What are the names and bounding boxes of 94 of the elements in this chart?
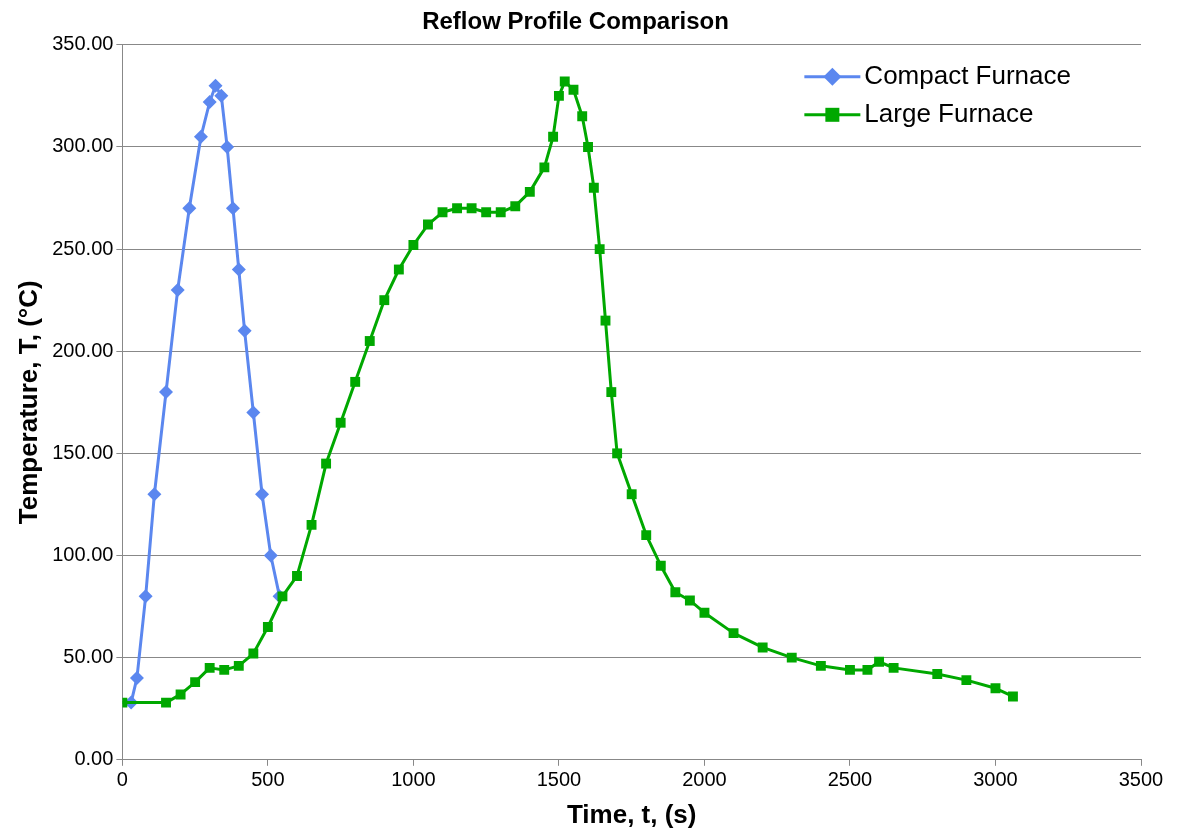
point (888, 662, 899, 673)
y-axis-title: Temperature, T, (°C) (12, 280, 43, 525)
point (190, 677, 201, 688)
point (583, 141, 593, 152)
point (204, 662, 215, 673)
point (175, 689, 186, 700)
point (510, 201, 521, 212)
point (437, 207, 448, 218)
point (862, 664, 873, 675)
chart-title: Reflow Profile Comparison (422, 7, 729, 35)
point (961, 675, 972, 686)
point (193, 129, 208, 144)
y-tick-label: 250.00 (52, 236, 114, 259)
point (393, 264, 404, 275)
point (147, 487, 162, 502)
point (548, 131, 559, 142)
point (845, 664, 855, 675)
point (233, 660, 244, 671)
point (202, 95, 217, 109)
point (277, 591, 288, 602)
point (612, 448, 623, 459)
y-tick-label: 100.00 (52, 543, 114, 566)
y-tick-label: 50.00 (63, 645, 114, 668)
x-tick-label: 3500 (1118, 768, 1164, 791)
point (786, 652, 797, 663)
point (138, 589, 153, 604)
point (219, 664, 230, 675)
x-tick-label: 3000 (973, 768, 1018, 791)
y-tick-label: 0.00 (74, 747, 114, 770)
point (170, 282, 185, 297)
x-tick-label: 0 (116, 768, 128, 791)
point (577, 111, 588, 122)
point (182, 201, 197, 216)
point (481, 207, 492, 218)
legend-label: Compact Furnace (864, 59, 1072, 90)
x-tick-label: 2000 (682, 768, 727, 791)
point (655, 560, 666, 571)
x-tick-label: 2500 (827, 768, 873, 791)
point (641, 530, 652, 541)
point (539, 162, 550, 173)
point (423, 219, 433, 230)
point (670, 587, 681, 598)
point (408, 240, 419, 250)
legend-label: Large Furnace (864, 97, 1034, 128)
point (237, 323, 252, 338)
point (208, 78, 223, 93)
point (932, 669, 943, 679)
point (161, 697, 171, 708)
point (495, 207, 506, 218)
point (214, 88, 229, 103)
point (1007, 691, 1018, 702)
y-tick-label: 350.00 (52, 32, 114, 55)
point (699, 607, 710, 618)
point (225, 201, 240, 216)
x-tick-label: 1500 (536, 768, 582, 791)
point (524, 186, 535, 197)
y-tick-label: 200.00 (52, 338, 114, 361)
point (600, 315, 611, 326)
point (684, 595, 695, 606)
x-tick-label: 1000 (391, 768, 436, 791)
point (606, 387, 617, 398)
point (588, 182, 599, 193)
point (379, 295, 390, 306)
point (568, 84, 579, 95)
point (255, 487, 270, 502)
point (626, 489, 637, 500)
y-tick-label: 150.00 (52, 440, 114, 463)
point (728, 628, 739, 639)
point (335, 417, 346, 428)
point (466, 203, 477, 214)
point (321, 458, 332, 469)
y-tick-label: 300.00 (52, 134, 114, 157)
point (129, 671, 144, 686)
point (220, 139, 235, 154)
point (990, 683, 1001, 694)
point (757, 642, 768, 653)
point (306, 519, 317, 530)
point (553, 90, 564, 101)
point (350, 376, 361, 387)
point (594, 244, 605, 255)
x-axis-title: Time, t, (s) (566, 798, 697, 829)
point (815, 660, 826, 671)
point (292, 570, 302, 581)
point (159, 385, 174, 400)
point (452, 203, 463, 214)
point (231, 262, 246, 277)
point (263, 548, 278, 563)
point (246, 405, 261, 420)
point (248, 648, 259, 659)
x-tick-label: 500 (251, 768, 285, 791)
point (559, 76, 570, 87)
point (262, 622, 273, 632)
point (874, 656, 885, 667)
point (364, 336, 375, 346)
